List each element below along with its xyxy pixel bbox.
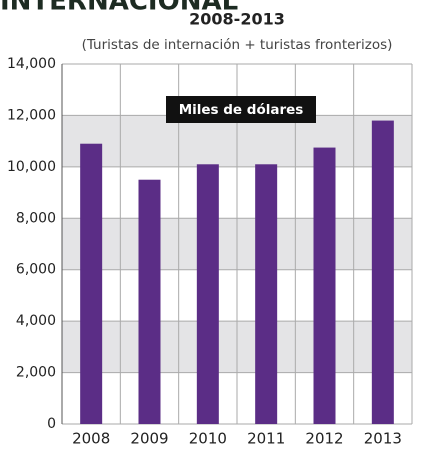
y-tick-label: 8,000 (16, 210, 56, 226)
annotation: (Turistas de internación + turistas fron… (82, 37, 393, 53)
y-tick-label: 10,000 (7, 159, 56, 175)
x-tick-label: 2011 (247, 430, 285, 448)
x-tick-label: 2010 (189, 430, 227, 448)
bar (371, 120, 394, 425)
x-tick-label: 2009 (130, 430, 168, 448)
bar (255, 164, 278, 425)
x-tick-label: 2008 (72, 430, 110, 448)
y-tick-label: 4,000 (16, 313, 56, 329)
chart-title: INTERNACIONAL (0, 0, 238, 17)
x-tick-label: 2013 (364, 430, 402, 448)
bar (313, 147, 336, 425)
chart-subtitle: 2008-2013 (189, 10, 285, 29)
annotation: Miles de dólares (179, 102, 304, 118)
bar (80, 143, 103, 424)
y-tick-label: 12,000 (7, 107, 56, 123)
y-tick-label: 6,000 (16, 262, 56, 278)
x-tick-label: 2012 (305, 430, 343, 448)
y-tick-label: 14,000 (7, 56, 56, 72)
annotation-box (166, 96, 316, 123)
y-tick-label: 0 (47, 416, 56, 432)
bar (196, 164, 219, 425)
bar (138, 179, 161, 424)
y-tick-label: 2,000 (16, 365, 56, 381)
